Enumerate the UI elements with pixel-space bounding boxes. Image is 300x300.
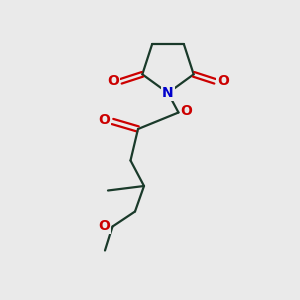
Text: O: O [181, 104, 193, 118]
Text: O: O [98, 219, 110, 233]
Text: O: O [98, 113, 110, 127]
Text: N: N [162, 86, 174, 100]
Text: O: O [217, 74, 229, 88]
Text: O: O [107, 74, 119, 88]
